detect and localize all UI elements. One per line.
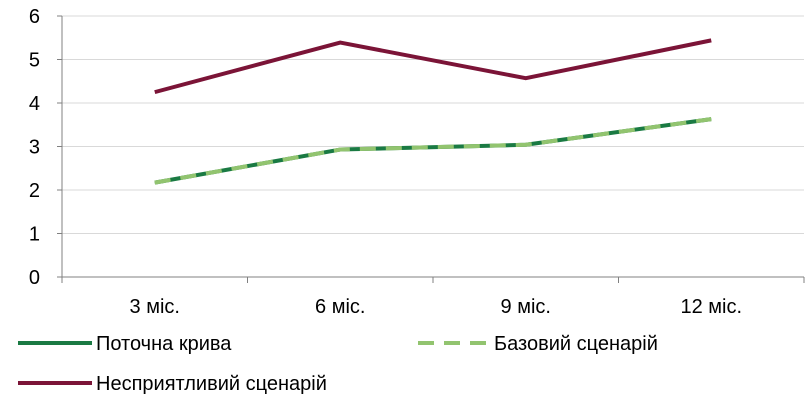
y-tick-label: 3: [29, 137, 40, 159]
x-tick-label: 3 міс.: [130, 296, 180, 318]
y-tick-labels: 0 1 2 3 4 5 6: [29, 6, 40, 289]
y-tick-label: 5: [29, 50, 40, 72]
legend-label-2: Несприятливий сценарій: [96, 373, 327, 395]
series-lines: [154, 38, 712, 185]
grid-lines: [62, 15, 804, 234]
y-tick-label: 2: [29, 180, 40, 202]
legend-label-0: Поточна крива: [96, 333, 232, 355]
x-tick-label: 9 міс.: [501, 296, 551, 318]
x-tick-label: 6 міс.: [315, 296, 365, 318]
axes: [57, 15, 805, 283]
x-tick-labels: 3 міс. 6 міс. 9 міс. 12 міс.: [130, 296, 743, 318]
series-line-1: [154, 117, 712, 185]
y-tick-label: 0: [29, 267, 40, 289]
series-line-2: [154, 38, 712, 95]
legend-label-1: Базовий сценарій: [494, 333, 658, 355]
legend: Поточна крива Базовий сценарій Несприятлив…: [18, 333, 658, 395]
y-tick-label: 6: [29, 6, 40, 28]
y-tick-label: 4: [29, 93, 40, 115]
series-line-0: [154, 117, 712, 185]
y-tick-label: 1: [29, 224, 40, 246]
x-tick-label: 12 міс.: [680, 296, 742, 318]
